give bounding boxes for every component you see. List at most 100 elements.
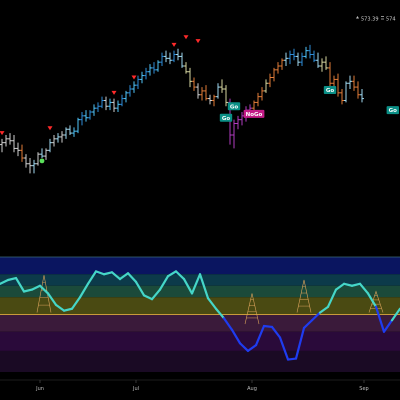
oscillator-line-segment bbox=[126, 272, 138, 284]
oscillator-line-segment bbox=[158, 275, 170, 291]
ohlc-bar bbox=[176, 48, 180, 61]
oscillator-line-segment bbox=[38, 284, 50, 295]
ohlc-bar bbox=[320, 58, 324, 72]
ohlc-bar bbox=[152, 62, 156, 74]
ohlc-bar bbox=[232, 119, 236, 149]
ohlc-bar bbox=[172, 50, 176, 63]
signal-badge-label: Go bbox=[326, 88, 335, 94]
ohlc-bar bbox=[192, 77, 196, 91]
signal-badge: Go bbox=[323, 85, 337, 94]
oscillator-line-segment bbox=[22, 288, 34, 293]
ohlc-bar bbox=[44, 148, 48, 160]
ohlc-bar bbox=[352, 75, 356, 91]
ohlc-bar bbox=[280, 58, 284, 70]
ohlc-bar bbox=[140, 71, 144, 84]
oscillator-line-segment bbox=[6, 276, 18, 282]
ohlc-bar bbox=[224, 85, 228, 107]
ohlc-bar bbox=[188, 67, 192, 88]
oscillator-line-segment bbox=[270, 325, 282, 339]
ohlc-bar bbox=[100, 96, 104, 109]
ohlc-bar bbox=[20, 144, 24, 162]
ohlc-bar bbox=[240, 112, 244, 126]
ohlc-bar bbox=[144, 67, 148, 80]
ohlc-bar bbox=[212, 94, 216, 107]
oscillator-line-segment bbox=[310, 311, 322, 322]
signal-badge-label: NoGo bbox=[246, 112, 263, 118]
oscillator-line-segment bbox=[30, 284, 42, 291]
signal-badge-label: Go bbox=[222, 116, 231, 122]
oscillator-line-segment bbox=[102, 271, 114, 276]
ohlc-bar bbox=[68, 125, 72, 135]
green-dot-marker bbox=[39, 158, 45, 164]
date-tick-label: Sep bbox=[359, 386, 368, 392]
quote2-value: 574 bbox=[386, 17, 396, 23]
oscillator-line-segment bbox=[198, 273, 210, 300]
oscillator-line-segment bbox=[14, 276, 26, 293]
red-triangle-marker bbox=[111, 90, 117, 95]
quote-header: 573.39 574 bbox=[356, 16, 396, 23]
ohlc-bar bbox=[200, 87, 204, 101]
oscillator-line-segment bbox=[150, 288, 162, 301]
ohlc-bar bbox=[216, 83, 220, 99]
oscillator-line-segment bbox=[382, 319, 394, 333]
oscillator-line-segment bbox=[302, 319, 314, 330]
ohlc-bar bbox=[116, 100, 120, 112]
ohlc-bar bbox=[276, 62, 280, 74]
hatch-marker bbox=[296, 279, 312, 313]
ohlc-bar bbox=[208, 94, 212, 105]
ohlc-bar bbox=[128, 85, 132, 97]
oscillator-band bbox=[0, 331, 400, 351]
exchange-icon bbox=[381, 16, 384, 20]
oscillator-band bbox=[0, 350, 400, 372]
ohlc-bar bbox=[36, 152, 40, 166]
oscillator-line-segment bbox=[214, 307, 226, 320]
ohlc-bar bbox=[268, 73, 272, 88]
oscillator-line-segment bbox=[390, 307, 400, 322]
oscillator-line-segment bbox=[294, 326, 306, 360]
oscillator-line-segment bbox=[166, 270, 178, 278]
oscillator-line-segment bbox=[118, 272, 130, 281]
ohlc-bar bbox=[112, 98, 116, 112]
oscillator-band bbox=[0, 297, 400, 315]
ohlc-bar bbox=[16, 142, 20, 157]
ohlc-bar bbox=[132, 81, 136, 93]
ohlc-bar bbox=[348, 75, 352, 89]
ohlc-bar bbox=[308, 44, 312, 59]
ohlc-bar bbox=[148, 64, 152, 76]
oscillator-line-segment bbox=[46, 292, 58, 307]
signal-badge-label: Go bbox=[389, 108, 398, 114]
oscillator-line-segment bbox=[246, 344, 258, 353]
ohlc-bar bbox=[288, 50, 292, 65]
oscillator-line-segment bbox=[86, 270, 98, 285]
ohlc-bar bbox=[32, 159, 36, 174]
oscillator-line-segment bbox=[342, 282, 354, 287]
signal-badge: Go bbox=[227, 102, 241, 111]
ohlc-bar bbox=[296, 52, 300, 66]
ohlc-bar bbox=[336, 73, 340, 97]
ohlc-bar bbox=[12, 135, 16, 153]
price-panel: Go Go NoGo Go Go bbox=[0, 35, 399, 174]
ohlc-bar bbox=[164, 50, 168, 63]
ohlc-bar bbox=[324, 56, 328, 70]
ohlc-bar bbox=[56, 133, 60, 143]
signal-badge: Go bbox=[386, 106, 399, 115]
oscillator-band bbox=[0, 314, 400, 332]
ohlc-bar bbox=[40, 148, 44, 158]
ohlc-bar bbox=[92, 104, 96, 116]
oscillator-line-segment bbox=[334, 282, 346, 291]
signal-badge-box bbox=[323, 85, 337, 94]
oscillator-line-segment bbox=[190, 273, 202, 295]
ohlc-bar bbox=[124, 90, 128, 103]
ohlc-bar bbox=[312, 50, 316, 63]
up-triangle-icon bbox=[356, 16, 359, 19]
signal-badge-box bbox=[227, 102, 241, 111]
ohlc-bar bbox=[284, 52, 288, 66]
hatch-marker-outline bbox=[368, 290, 384, 313]
oscillator-line-segment bbox=[350, 282, 362, 287]
oscillator-line-segment bbox=[0, 278, 10, 285]
oscillator-line-segment bbox=[366, 292, 378, 308]
ohlc-bar bbox=[136, 75, 140, 89]
signal-badge: NoGo bbox=[243, 109, 265, 118]
ohlc-bar bbox=[184, 62, 188, 74]
